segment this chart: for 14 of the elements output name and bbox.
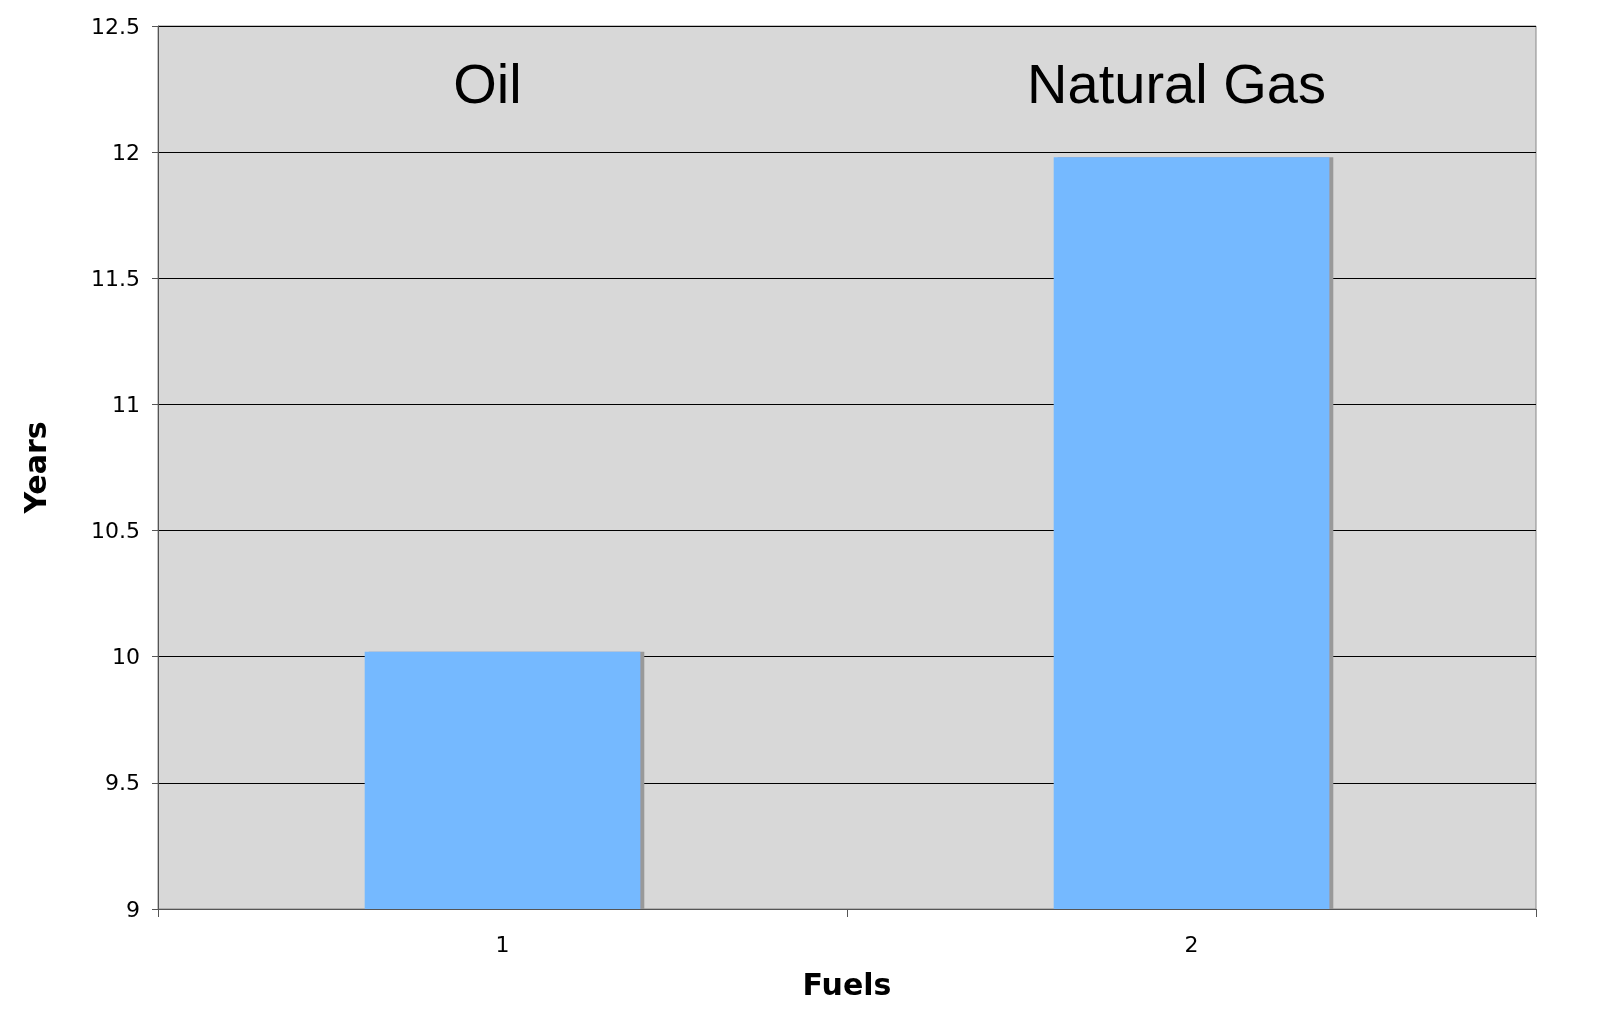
x-tick-label: 1	[495, 931, 510, 957]
y-tick-label: 12.5	[91, 13, 140, 39]
y-axis-title: Years	[17, 421, 53, 515]
y-tick-label: 9	[126, 896, 140, 922]
y-tick-label: 9.5	[105, 770, 140, 796]
x-axis-title: Fuels	[802, 966, 892, 1002]
y-tick-label: 11	[112, 391, 140, 417]
annotation: Natural Gas	[1027, 51, 1326, 115]
y-tick-label: 10.5	[91, 518, 140, 544]
y-tick-label: 11.5	[91, 265, 140, 291]
x-tick-label: 2	[1184, 931, 1199, 957]
y-tick-label: 10	[112, 644, 140, 670]
annotation: Oil	[453, 51, 522, 115]
y-tick-label: 12	[112, 139, 140, 165]
